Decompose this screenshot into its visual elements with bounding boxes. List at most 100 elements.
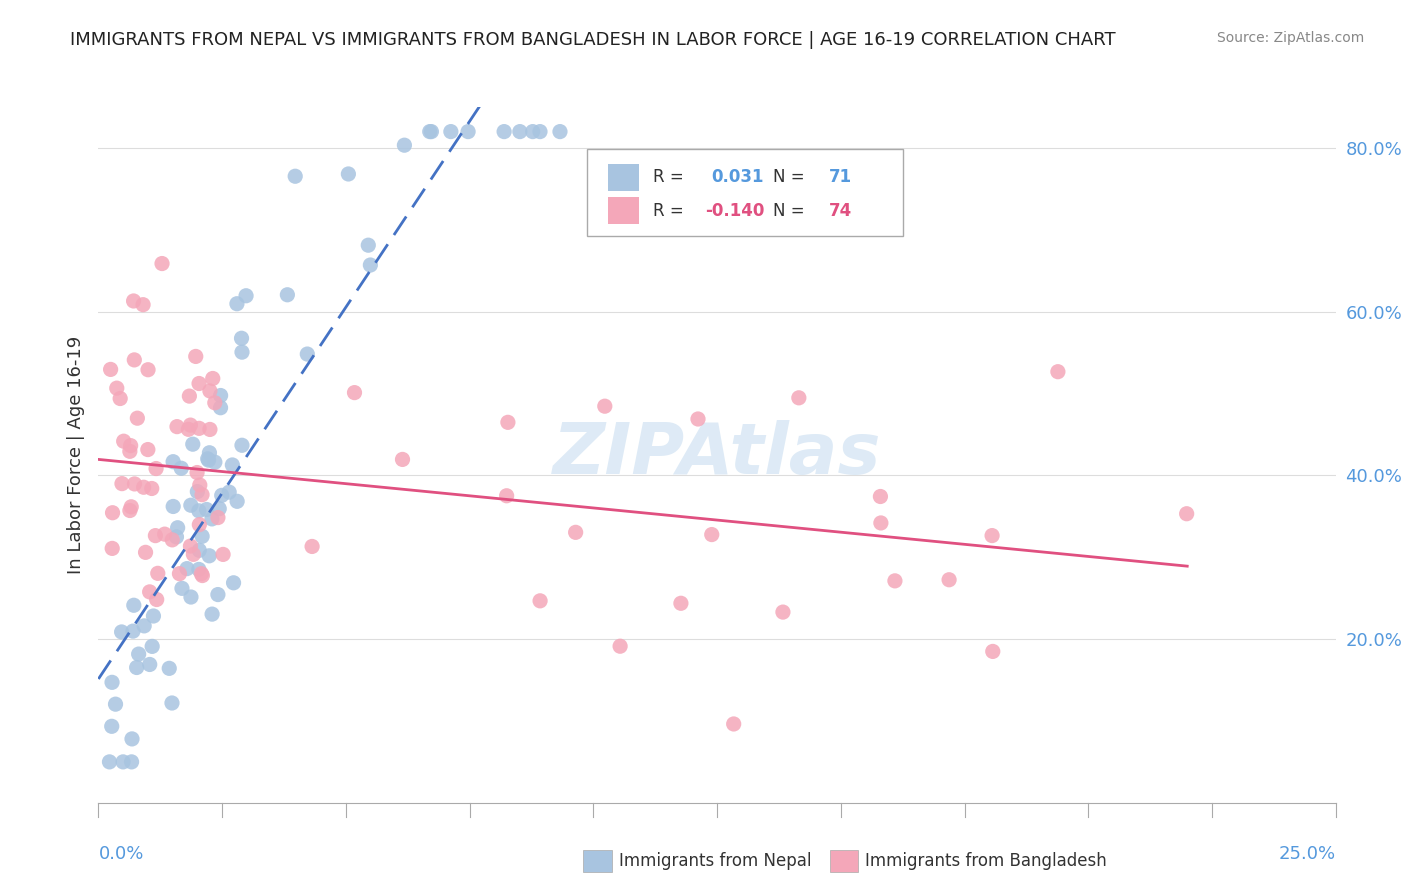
- Point: [204, 396, 226, 410]
- Point: [870, 516, 893, 530]
- Point: [100, 362, 122, 376]
- Point: [162, 455, 184, 469]
- Point: [343, 385, 366, 400]
- Point: [177, 422, 200, 436]
- Point: [188, 478, 211, 492]
- Point: [138, 657, 160, 672]
- Point: [394, 138, 416, 153]
- Point: [145, 461, 167, 475]
- Point: [495, 489, 517, 503]
- Point: [509, 125, 531, 139]
- Point: [787, 391, 810, 405]
- Point: [120, 439, 142, 453]
- Point: [136, 362, 159, 376]
- Point: [104, 697, 127, 711]
- Point: [141, 640, 163, 654]
- Point: [195, 502, 218, 516]
- Point: [136, 442, 159, 457]
- Point: [127, 411, 149, 425]
- Point: [231, 438, 253, 452]
- Point: [150, 256, 173, 270]
- Point: [235, 289, 257, 303]
- Point: [132, 298, 155, 312]
- Point: [221, 458, 243, 472]
- Point: [188, 543, 211, 558]
- Point: [179, 418, 201, 433]
- Point: [169, 566, 191, 581]
- Point: [191, 529, 214, 543]
- Point: [231, 331, 253, 345]
- Point: [110, 624, 132, 639]
- Point: [179, 389, 201, 403]
- Point: [141, 482, 163, 496]
- Point: [121, 731, 143, 746]
- Point: [124, 477, 146, 491]
- Point: [198, 446, 221, 460]
- Point: [188, 517, 211, 532]
- Point: [218, 485, 240, 500]
- Point: [686, 412, 709, 426]
- Point: [208, 501, 231, 516]
- Y-axis label: In Labor Force | Age 16-19: In Labor Force | Age 16-19: [66, 335, 84, 574]
- FancyBboxPatch shape: [609, 197, 640, 224]
- Point: [869, 490, 891, 504]
- Point: [204, 455, 226, 469]
- Point: [938, 573, 960, 587]
- Point: [101, 541, 124, 556]
- Point: [187, 504, 209, 518]
- Point: [170, 582, 193, 596]
- Point: [981, 644, 1004, 658]
- Text: -0.140: -0.140: [704, 202, 763, 219]
- Point: [179, 539, 201, 553]
- Point: [522, 125, 544, 139]
- Point: [170, 461, 193, 475]
- Point: [548, 125, 571, 139]
- Point: [191, 488, 214, 502]
- Text: 74: 74: [828, 202, 852, 219]
- Bar: [830, 850, 858, 872]
- Point: [101, 675, 124, 690]
- Point: [180, 590, 202, 604]
- FancyBboxPatch shape: [609, 164, 640, 191]
- Point: [98, 755, 121, 769]
- Point: [187, 562, 209, 576]
- Point: [122, 624, 145, 639]
- Point: [419, 125, 441, 139]
- Point: [337, 167, 360, 181]
- Point: [284, 169, 307, 184]
- Point: [112, 434, 135, 449]
- Point: [184, 350, 207, 364]
- Point: [101, 506, 124, 520]
- Point: [211, 488, 233, 502]
- Point: [226, 297, 249, 311]
- Point: [125, 660, 148, 674]
- Text: R =: R =: [652, 169, 683, 186]
- Point: [186, 466, 208, 480]
- Text: N =: N =: [773, 202, 804, 219]
- Point: [145, 592, 167, 607]
- Text: IMMIGRANTS FROM NEPAL VS IMMIGRANTS FROM BANGLADESH IN LABOR FORCE | AGE 16-19 C: IMMIGRANTS FROM NEPAL VS IMMIGRANTS FROM…: [70, 31, 1116, 49]
- Point: [198, 549, 221, 563]
- Point: [157, 661, 180, 675]
- Point: [198, 384, 221, 398]
- Point: [162, 533, 184, 547]
- Point: [108, 392, 131, 406]
- Point: [122, 599, 145, 613]
- Point: [226, 494, 249, 508]
- Point: [207, 510, 229, 524]
- Point: [222, 575, 245, 590]
- Point: [188, 421, 211, 435]
- Point: [457, 125, 479, 139]
- Point: [609, 639, 631, 653]
- Point: [494, 125, 516, 139]
- Point: [723, 717, 745, 731]
- Point: [529, 125, 551, 139]
- Point: [201, 371, 224, 385]
- Point: [162, 500, 184, 514]
- Point: [529, 594, 551, 608]
- Point: [121, 755, 143, 769]
- Point: [564, 525, 586, 540]
- Point: [884, 574, 907, 588]
- Text: 0.031: 0.031: [711, 169, 763, 186]
- Point: [496, 415, 519, 429]
